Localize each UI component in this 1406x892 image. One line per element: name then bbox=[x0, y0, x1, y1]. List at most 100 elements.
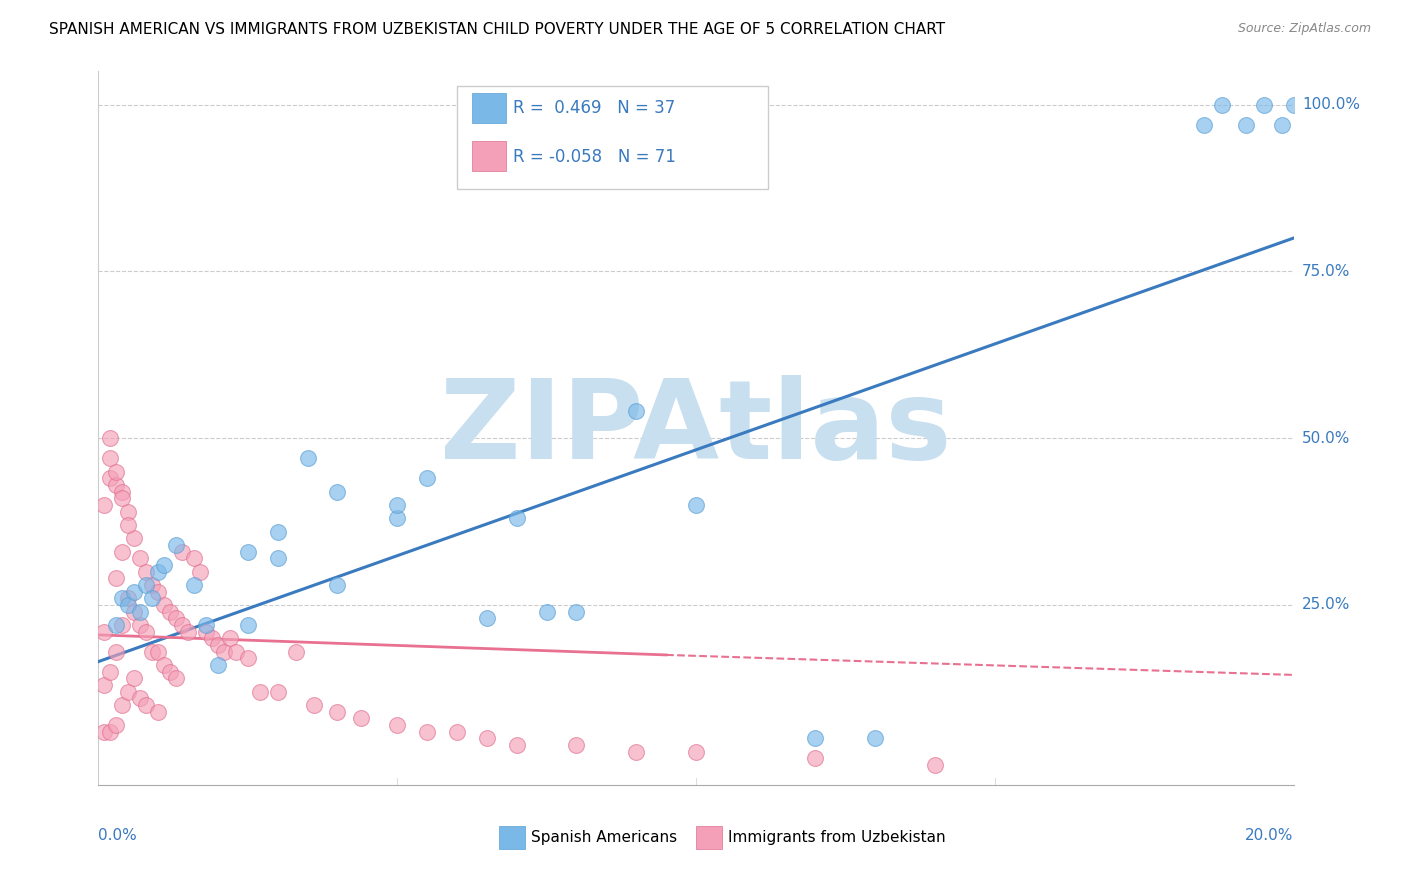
Point bbox=[865, 731, 887, 746]
Point bbox=[195, 618, 218, 632]
Point bbox=[219, 632, 242, 646]
Point bbox=[385, 511, 409, 525]
Point bbox=[124, 605, 146, 619]
Point bbox=[1282, 97, 1305, 112]
Point bbox=[141, 578, 163, 592]
Point bbox=[804, 731, 827, 746]
Point bbox=[165, 538, 187, 552]
Point bbox=[129, 691, 152, 706]
Point bbox=[111, 591, 134, 606]
Point bbox=[565, 605, 588, 619]
Point bbox=[105, 644, 128, 658]
Point bbox=[148, 705, 170, 719]
Point bbox=[475, 611, 498, 625]
Point bbox=[105, 718, 128, 732]
Text: 50.0%: 50.0% bbox=[1302, 431, 1350, 446]
Point bbox=[225, 644, 247, 658]
Point bbox=[804, 751, 827, 765]
Point bbox=[111, 544, 134, 558]
Point bbox=[153, 657, 176, 672]
Point bbox=[111, 698, 134, 712]
Text: 25.0%: 25.0% bbox=[1302, 598, 1350, 613]
Point bbox=[1192, 118, 1215, 132]
Point bbox=[172, 618, 194, 632]
Point bbox=[111, 618, 134, 632]
Point bbox=[350, 711, 373, 725]
Point bbox=[1253, 97, 1275, 112]
Point bbox=[135, 624, 157, 639]
Point bbox=[117, 517, 139, 532]
FancyBboxPatch shape bbox=[457, 86, 768, 189]
Point bbox=[165, 611, 187, 625]
Point bbox=[105, 571, 128, 585]
Text: ZIPAtlas: ZIPAtlas bbox=[440, 375, 952, 482]
Point bbox=[148, 644, 170, 658]
Point bbox=[326, 484, 349, 499]
Point bbox=[212, 644, 235, 658]
Point bbox=[236, 651, 259, 665]
Point bbox=[129, 551, 152, 566]
Point bbox=[165, 671, 187, 685]
Point bbox=[159, 605, 181, 619]
Point bbox=[153, 558, 176, 572]
Point bbox=[267, 684, 290, 698]
Point bbox=[536, 605, 558, 619]
Point bbox=[93, 498, 115, 512]
Point bbox=[284, 644, 307, 658]
Text: R =  0.469   N = 37: R = 0.469 N = 37 bbox=[513, 100, 675, 118]
Point bbox=[207, 657, 229, 672]
Text: 20.0%: 20.0% bbox=[1246, 828, 1294, 843]
Point bbox=[98, 471, 122, 485]
Point bbox=[117, 684, 139, 698]
Point bbox=[626, 745, 648, 759]
Point bbox=[267, 551, 290, 566]
Point bbox=[117, 598, 139, 612]
Point bbox=[117, 504, 139, 518]
Point bbox=[124, 531, 146, 545]
Point bbox=[385, 718, 409, 732]
Point bbox=[626, 404, 648, 418]
Point bbox=[1234, 118, 1257, 132]
Point bbox=[685, 745, 707, 759]
Point bbox=[135, 578, 157, 592]
Point bbox=[124, 584, 146, 599]
Point bbox=[98, 724, 122, 739]
Point bbox=[111, 484, 134, 499]
Point bbox=[111, 491, 134, 506]
Point bbox=[177, 624, 200, 639]
Point bbox=[93, 678, 115, 692]
Text: Immigrants from Uzbekistan: Immigrants from Uzbekistan bbox=[728, 830, 946, 846]
Point bbox=[385, 498, 409, 512]
Point bbox=[129, 618, 152, 632]
Point bbox=[1271, 118, 1294, 132]
Point bbox=[153, 598, 176, 612]
Point bbox=[135, 698, 157, 712]
Text: 75.0%: 75.0% bbox=[1302, 264, 1350, 279]
Bar bbox=[696, 826, 723, 849]
Point bbox=[249, 684, 271, 698]
Point bbox=[207, 638, 229, 652]
Point bbox=[685, 498, 707, 512]
Point bbox=[98, 665, 122, 679]
Point bbox=[236, 618, 259, 632]
Point bbox=[195, 624, 218, 639]
Bar bbox=[499, 826, 524, 849]
Text: 100.0%: 100.0% bbox=[1302, 97, 1360, 112]
Point bbox=[267, 524, 290, 539]
Bar bbox=[472, 141, 506, 171]
Point bbox=[297, 451, 319, 466]
Point bbox=[326, 578, 349, 592]
Point bbox=[416, 724, 439, 739]
Point bbox=[159, 665, 181, 679]
Point bbox=[129, 605, 152, 619]
Y-axis label: Child Poverty Under the Age of 5: Child Poverty Under the Age of 5 bbox=[42, 302, 56, 554]
Point bbox=[506, 511, 529, 525]
Point bbox=[565, 738, 588, 752]
Point bbox=[183, 578, 205, 592]
Point bbox=[924, 758, 946, 772]
Point bbox=[148, 565, 170, 579]
Text: 0.0%: 0.0% bbox=[98, 828, 138, 843]
Point bbox=[188, 565, 211, 579]
Point bbox=[302, 698, 325, 712]
Point bbox=[183, 551, 205, 566]
